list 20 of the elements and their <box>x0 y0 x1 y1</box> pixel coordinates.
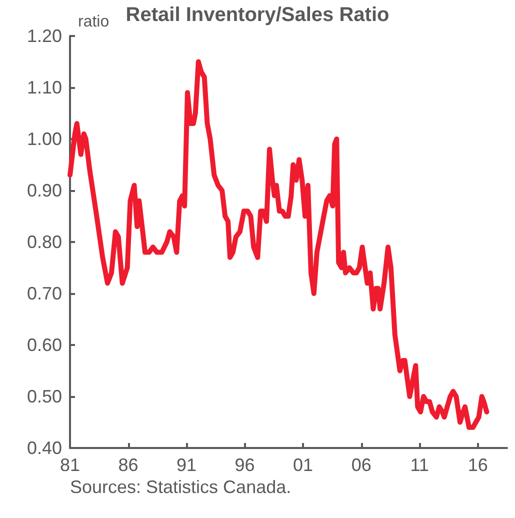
x-tick-label: 01 <box>293 455 314 475</box>
y-tick-label: 1.10 <box>26 78 62 98</box>
x-tick-label: 16 <box>468 455 488 475</box>
y-tick-label: 1.20 <box>26 26 62 46</box>
y-tick-label: 1.00 <box>26 129 62 149</box>
x-tick-label: 96 <box>234 455 255 475</box>
x-tick-label: 06 <box>351 455 372 475</box>
y-tick-label: 0.40 <box>26 438 62 458</box>
y-tick-label: 0.70 <box>26 284 62 304</box>
y-tick-label: 0.90 <box>26 180 62 200</box>
x-tick-label: 91 <box>176 455 197 475</box>
chart-title: Retail Inventory/Sales Ratio <box>126 4 390 26</box>
x-tick-label: 86 <box>118 455 138 475</box>
y-tick-label: 0.60 <box>26 335 62 355</box>
x-tick-label: 81 <box>60 455 80 475</box>
y-tick-label: 0.50 <box>26 386 62 406</box>
x-tick-label: 11 <box>410 455 429 475</box>
source-note: Sources: Statistics Canada. <box>70 477 292 497</box>
y-axis-title: ratio <box>78 14 110 30</box>
y-tick-label: 0.80 <box>26 232 62 252</box>
